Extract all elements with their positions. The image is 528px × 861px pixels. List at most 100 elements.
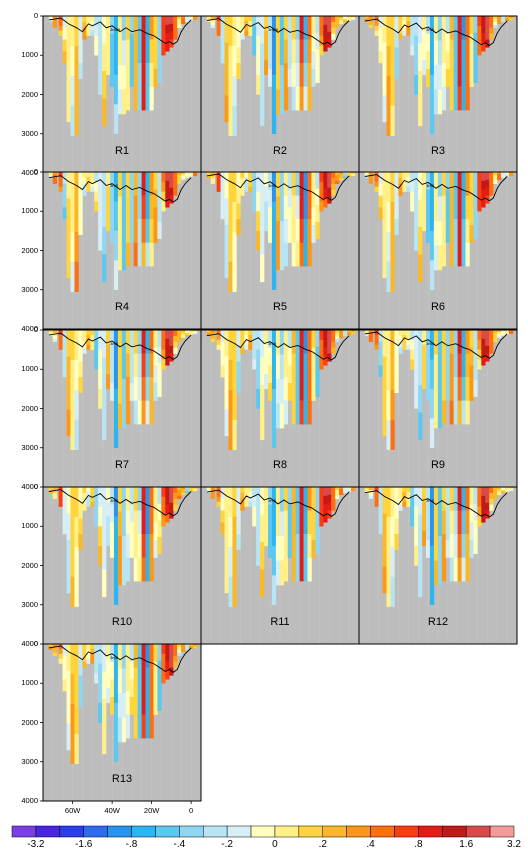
data-cell bbox=[461, 63, 466, 87]
data-cell bbox=[177, 489, 182, 494]
data-cell bbox=[165, 487, 170, 497]
data-cell bbox=[129, 68, 134, 87]
data-cell bbox=[402, 20, 407, 27]
data-cell bbox=[374, 339, 379, 345]
data-cell bbox=[82, 347, 87, 354]
data-cell bbox=[181, 647, 186, 651]
data-cell bbox=[157, 363, 162, 381]
data-cell bbox=[505, 19, 510, 21]
data-cell bbox=[433, 379, 439, 404]
data-cell bbox=[62, 667, 67, 680]
data-cell bbox=[98, 172, 103, 192]
data-cell bbox=[493, 172, 498, 176]
data-cell bbox=[493, 174, 498, 179]
data-cell bbox=[350, 16, 356, 19]
data-cell bbox=[437, 354, 443, 380]
data-cell bbox=[117, 196, 123, 222]
data-cell bbox=[283, 353, 289, 378]
data-cell bbox=[445, 16, 450, 34]
data-cell bbox=[113, 104, 119, 134]
data-cell bbox=[271, 388, 277, 419]
data-cell bbox=[70, 546, 75, 577]
data-cell bbox=[94, 644, 99, 655]
data-cell bbox=[429, 516, 435, 547]
data-cell bbox=[220, 522, 225, 535]
data-cell bbox=[90, 491, 95, 498]
data-cell bbox=[157, 520, 162, 538]
data-cell bbox=[335, 330, 340, 334]
data-cell bbox=[149, 667, 154, 692]
data-cell bbox=[90, 653, 95, 659]
data-cell bbox=[129, 172, 134, 190]
data-cell bbox=[210, 16, 215, 20]
data-cell bbox=[315, 172, 320, 189]
data-cell bbox=[62, 39, 67, 52]
data-cell bbox=[347, 19, 352, 21]
data-cell bbox=[406, 172, 411, 178]
data-cell bbox=[157, 172, 162, 189]
data-cell bbox=[331, 335, 336, 342]
data-cell bbox=[398, 172, 403, 179]
data-cell bbox=[113, 545, 119, 576]
data-cell bbox=[232, 516, 237, 548]
data-cell bbox=[398, 16, 403, 23]
data-cell bbox=[192, 488, 198, 491]
data-cell bbox=[90, 496, 95, 502]
data-cell bbox=[410, 339, 415, 350]
data-cell bbox=[485, 16, 490, 25]
data-cell bbox=[323, 172, 328, 182]
data-cell bbox=[422, 60, 427, 76]
data-cell bbox=[303, 39, 308, 64]
data-cell bbox=[90, 16, 95, 22]
data-cell bbox=[315, 363, 320, 381]
data-cell bbox=[307, 557, 312, 582]
data-cell bbox=[224, 95, 229, 123]
contour-label: 3m5 bbox=[268, 341, 277, 346]
data-cell bbox=[102, 541, 107, 570]
data-cell bbox=[477, 35, 482, 46]
colorbar-cell bbox=[298, 825, 324, 838]
data-cell bbox=[149, 63, 154, 87]
data-cell bbox=[169, 651, 174, 660]
data-cell bbox=[145, 219, 150, 243]
data-cell bbox=[185, 489, 190, 492]
data-cell bbox=[145, 487, 150, 511]
data-cell bbox=[165, 42, 170, 52]
data-cell bbox=[133, 63, 138, 87]
data-cell bbox=[382, 16, 387, 43]
y-tick-label: 3000 bbox=[21, 128, 38, 138]
data-cell bbox=[169, 487, 174, 496]
data-cell bbox=[113, 673, 119, 704]
data-cell bbox=[271, 201, 277, 232]
data-cell bbox=[457, 400, 462, 425]
data-cell bbox=[145, 557, 150, 582]
data-cell bbox=[78, 16, 83, 32]
data-cell bbox=[426, 330, 431, 348]
data-cell bbox=[220, 341, 225, 354]
data-cell bbox=[283, 63, 289, 87]
data-cell bbox=[398, 33, 403, 40]
data-cell bbox=[390, 576, 395, 607]
data-cell bbox=[378, 195, 383, 208]
data-cell bbox=[319, 487, 324, 498]
data-cell bbox=[153, 522, 158, 541]
data-cell bbox=[66, 670, 71, 698]
data-cell bbox=[465, 487, 470, 511]
data-cell bbox=[62, 353, 67, 366]
data-cell bbox=[145, 330, 150, 354]
data-cell bbox=[133, 86, 138, 111]
data-cell bbox=[165, 338, 170, 348]
data-cell bbox=[177, 644, 182, 648]
data-cell bbox=[264, 186, 269, 202]
data-cell bbox=[113, 575, 119, 605]
data-cell bbox=[414, 55, 419, 76]
data-cell bbox=[422, 216, 427, 232]
data-cell bbox=[236, 187, 241, 204]
data-cell bbox=[220, 51, 225, 64]
data-cell bbox=[236, 534, 241, 550]
data-cell bbox=[390, 201, 395, 233]
data-cell bbox=[508, 487, 514, 490]
data-cell bbox=[299, 487, 304, 511]
data-cell bbox=[386, 546, 391, 577]
data-cell bbox=[469, 504, 474, 523]
